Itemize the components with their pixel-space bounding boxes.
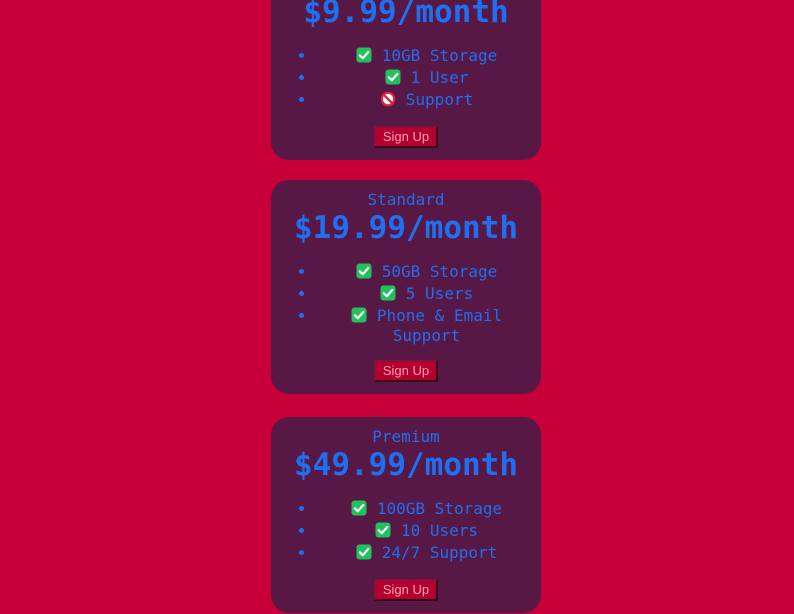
feature-item: 24/7 Support: [316, 543, 537, 565]
feature-list: 50GB Storage 5 Users Phone & Email Support: [271, 262, 541, 346]
sign-up-button[interactable]: Sign Up: [373, 579, 439, 601]
check-icon: [356, 263, 372, 279]
feature-item: 50GB Storage: [316, 262, 537, 284]
check-icon: [351, 307, 367, 323]
feature-list: 10GB Storage 1 User Support: [271, 46, 541, 112]
pricing-card: Premium$49.99/month 100GB Storage 10 Users…: [271, 417, 541, 613]
plan-name: Standard: [367, 190, 445, 209]
feature-text: 50GB Storage: [381, 262, 498, 281]
check-icon: [375, 522, 391, 538]
feature-text: 24/7 Support: [381, 543, 498, 562]
feature-item: 5 Users: [316, 284, 537, 306]
check-icon: [385, 69, 401, 85]
feature-text: 1 User: [410, 68, 469, 87]
plan-name: Premium: [372, 427, 440, 446]
feature-text: 10 Users: [400, 521, 479, 540]
feature-item: Support: [316, 90, 537, 112]
pricing-card: $9.99/month 10GB Storage 1 User Support Sign…: [271, 0, 541, 160]
check-icon: [356, 47, 372, 63]
feature-item: 10GB Storage: [316, 46, 537, 68]
feature-text: 100GB Storage: [376, 499, 503, 518]
check-icon: [351, 500, 367, 516]
check-icon: [356, 544, 372, 560]
feature-item: Phone & Email Support: [316, 306, 537, 346]
pricing-card: Standard$19.99/month 50GB Storage 5 Users P…: [271, 180, 541, 394]
feature-text: Support: [405, 90, 474, 109]
plan-price: $19.99/month: [294, 210, 518, 246]
check-icon: [380, 285, 396, 301]
feature-text: 5 Users: [405, 284, 474, 303]
feature-item: 100GB Storage: [316, 499, 537, 521]
prohibited-icon: [380, 91, 396, 107]
feature-text: Phone & Email Support: [376, 306, 503, 345]
feature-item: 1 User: [316, 68, 537, 90]
plan-price: $49.99/month: [294, 447, 518, 483]
plan-price: $9.99/month: [303, 0, 509, 30]
feature-item: 10 Users: [316, 521, 537, 543]
feature-text: 10GB Storage: [381, 46, 498, 65]
feature-list: 100GB Storage 10 Users 24/7 Support: [271, 499, 541, 565]
sign-up-button[interactable]: Sign Up: [373, 126, 439, 148]
sign-up-button[interactable]: Sign Up: [373, 360, 439, 382]
